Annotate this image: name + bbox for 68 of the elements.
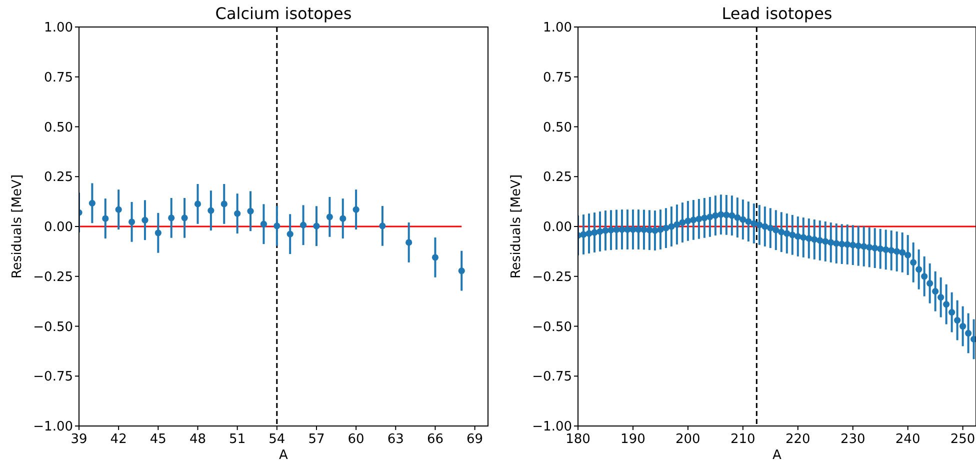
point [128, 218, 136, 226]
y-tick-label: −0.75 [33, 370, 73, 385]
y-tick-label: −1.00 [532, 420, 572, 434]
x-axis-title: A [772, 448, 782, 463]
x-tick-label: 51 [229, 432, 246, 447]
y-tick-label: −0.25 [33, 270, 73, 285]
y-tick-label: 1.00 [44, 20, 73, 36]
y-tick-label: 1.00 [543, 20, 572, 36]
x-tick-label: 48 [189, 432, 206, 447]
y-tick-label: 0.25 [543, 170, 572, 186]
y-tick-label: 0.50 [44, 120, 73, 136]
point [208, 207, 214, 214]
y-tick-label: −0.50 [33, 320, 73, 335]
point [168, 214, 175, 222]
point [102, 215, 109, 222]
x-tick-label: 220 [785, 432, 810, 447]
y-tick-label: −0.25 [532, 270, 572, 285]
x-tick-label: 39 [70, 432, 88, 447]
x-tick-label: 180 [566, 432, 590, 447]
y-tick-label: 0.75 [44, 70, 73, 86]
x-tick-label: 45 [150, 432, 166, 447]
point [313, 222, 320, 230]
point [352, 206, 360, 213]
point [406, 239, 412, 246]
point [326, 214, 333, 220]
x-tick-label: 60 [348, 432, 364, 447]
y-tick-label: −0.75 [532, 370, 572, 385]
y-tick-label: 0.50 [543, 120, 572, 136]
point [115, 206, 122, 213]
point [220, 200, 228, 208]
point [194, 200, 202, 208]
y-axis-title: Residuals [MeV] [509, 174, 524, 279]
y-tick-label: −0.50 [532, 320, 572, 335]
y-tick-label: 0.00 [44, 220, 73, 235]
point [234, 210, 241, 217]
point [88, 200, 96, 206]
y-tick-label: −1.00 [33, 420, 73, 434]
y-tick-label: 0.00 [543, 220, 572, 235]
y-tick-label: 0.75 [543, 70, 572, 86]
x-tick-label: 250 [950, 432, 976, 447]
point [300, 222, 307, 228]
chart-title: Lead isotopes [722, 4, 832, 23]
x-axis-title: A [279, 448, 288, 463]
point [379, 222, 386, 230]
x-tick-label: 57 [308, 432, 325, 447]
y-axis-title: Residuals [MeV] [10, 174, 25, 279]
point [286, 230, 294, 238]
x-tick-label: 210 [730, 432, 756, 447]
x-tick-label: 240 [895, 432, 920, 447]
point [247, 208, 254, 214]
x-tick-label: 230 [840, 432, 866, 447]
x-tick-label: 69 [466, 432, 484, 447]
point [432, 254, 439, 261]
x-tick-label: 190 [620, 432, 646, 447]
point [181, 214, 188, 222]
x-tick-label: 63 [387, 432, 404, 447]
point [154, 230, 162, 236]
point [274, 222, 280, 230]
point [260, 220, 268, 228]
x-tick-label: 54 [268, 432, 286, 447]
x-tick-label: 42 [110, 432, 127, 447]
chart-title: Calcium isotopes [215, 4, 352, 23]
point [340, 215, 346, 222]
x-tick-label: 66 [426, 432, 444, 447]
point [142, 216, 148, 224]
y-tick-label: 0.25 [44, 170, 73, 186]
x-tick-label: 200 [676, 432, 700, 447]
point [458, 267, 465, 274]
